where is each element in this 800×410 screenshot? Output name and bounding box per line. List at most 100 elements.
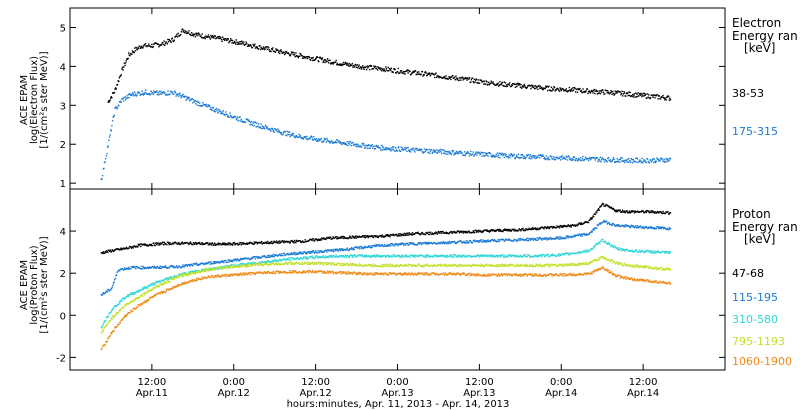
- electron-data-point: [385, 149, 387, 151]
- proton-data-point: [360, 255, 362, 257]
- electron-data-point: [609, 160, 611, 162]
- proton-data-point: [295, 241, 297, 244]
- electron-y-axis-label: ACE EPAM log(Electron Flux) [1/(cm²s ste…: [19, 51, 50, 148]
- proton-data-point: [312, 250, 314, 252]
- proton-data-point: [519, 237, 522, 240]
- electron-data-point: [108, 100, 110, 102]
- electron-data-point: [657, 98, 659, 100]
- proton-data-point: [107, 315, 110, 317]
- proton-data-point: [476, 230, 479, 232]
- electron-data-point: [650, 161, 652, 163]
- proton-data-point: [590, 217, 592, 219]
- electron-data-point: [205, 35, 207, 37]
- proton-data-point: [290, 252, 293, 254]
- proton-data-point: [284, 254, 286, 257]
- electron-data-point: [211, 109, 213, 112]
- proton-data-point: [117, 303, 120, 306]
- electron-data-point: [154, 42, 156, 44]
- electron-data-point: [239, 116, 241, 118]
- electron-data-point: [636, 93, 638, 95]
- proton-data-point: [629, 226, 631, 229]
- proton-data-point: [496, 241, 499, 243]
- proton-data-point: [313, 240, 316, 242]
- electron-data-point: [393, 146, 395, 148]
- electron-data-point: [295, 135, 298, 137]
- proton-data-point: [486, 239, 488, 242]
- proton-data-point: [542, 227, 544, 229]
- proton-data-point: [570, 226, 572, 228]
- electron-data-point: [380, 69, 383, 72]
- proton-data-point: [360, 247, 363, 250]
- proton-data-point: [301, 251, 303, 254]
- electron-data-point: [632, 93, 634, 96]
- proton-data-point: [102, 292, 104, 294]
- electron-data-point: [308, 55, 310, 58]
- electron-data-point: [280, 50, 283, 53]
- electron-data-point: [565, 88, 567, 90]
- proton-data-point: [405, 234, 407, 236]
- proton-data-point: [448, 233, 450, 235]
- proton-data-point: [537, 255, 539, 258]
- electron-data-point: [495, 153, 497, 156]
- proton-data-point: [256, 263, 259, 265]
- electron-data-point: [665, 157, 667, 160]
- proton-data-point: [444, 256, 446, 258]
- proton-data-point: [579, 223, 582, 226]
- proton-data-point: [323, 251, 326, 253]
- electron-data-point: [422, 75, 424, 77]
- proton-data-point: [499, 254, 501, 257]
- proton-data-point: [238, 258, 240, 261]
- electron-data-point: [653, 94, 656, 97]
- electron-data-point: [238, 120, 240, 122]
- proton-data-point: [512, 240, 515, 242]
- electron-data-point: [446, 150, 448, 153]
- proton-data-point: [177, 241, 180, 244]
- proton-data-point: [374, 245, 376, 248]
- proton-data-point: [578, 223, 580, 226]
- electron-data-point: [329, 59, 331, 62]
- electron-data-point: [404, 146, 406, 149]
- proton-data-point: [418, 243, 420, 245]
- proton-data-point: [241, 242, 244, 244]
- electron-data-point: [627, 92, 629, 95]
- electron-data-point: [273, 131, 275, 133]
- proton-data-point: [664, 250, 667, 253]
- proton-data-point: [163, 279, 165, 282]
- electron-data-point: [597, 160, 599, 163]
- electron-data-point: [270, 130, 272, 132]
- proton-data-point: [230, 259, 232, 262]
- electron-data-point: [560, 159, 562, 161]
- electron-data-point: [496, 84, 499, 86]
- electron-data-point: [488, 81, 490, 83]
- proton-data-point: [164, 282, 166, 285]
- proton-data-point: [322, 238, 324, 240]
- proton-data-point: [231, 264, 233, 266]
- electron-data-point: [125, 99, 127, 101]
- proton-data-point: [626, 210, 628, 212]
- proton-data-point: [122, 268, 124, 270]
- electron-data-point: [300, 136, 302, 138]
- proton-data-point: [431, 233, 433, 235]
- electron-data-point: [550, 86, 553, 88]
- electron-data-point: [398, 146, 400, 148]
- proton-data-point: [158, 267, 160, 269]
- electron-data-point: [629, 91, 631, 94]
- proton-data-point: [342, 248, 344, 250]
- proton-data-point: [324, 237, 326, 240]
- electron-data-point: [101, 177, 103, 180]
- proton-data-point: [222, 242, 224, 244]
- electron-data-point: [472, 81, 474, 83]
- electron-data-point: [579, 90, 582, 92]
- electron-data-point: [380, 144, 383, 147]
- electron-data-point: [421, 148, 423, 151]
- proton-data-point: [360, 246, 362, 248]
- proton-data-point: [161, 243, 163, 245]
- electron-data-point: [236, 43, 239, 46]
- proton-data-point: [633, 210, 635, 212]
- electron-data-point: [426, 74, 429, 76]
- electron-data-point: [565, 158, 567, 160]
- electron-data-point: [191, 98, 193, 100]
- electron-data-point: [627, 94, 629, 97]
- proton-data-point: [272, 256, 274, 258]
- proton-data-point: [461, 254, 463, 257]
